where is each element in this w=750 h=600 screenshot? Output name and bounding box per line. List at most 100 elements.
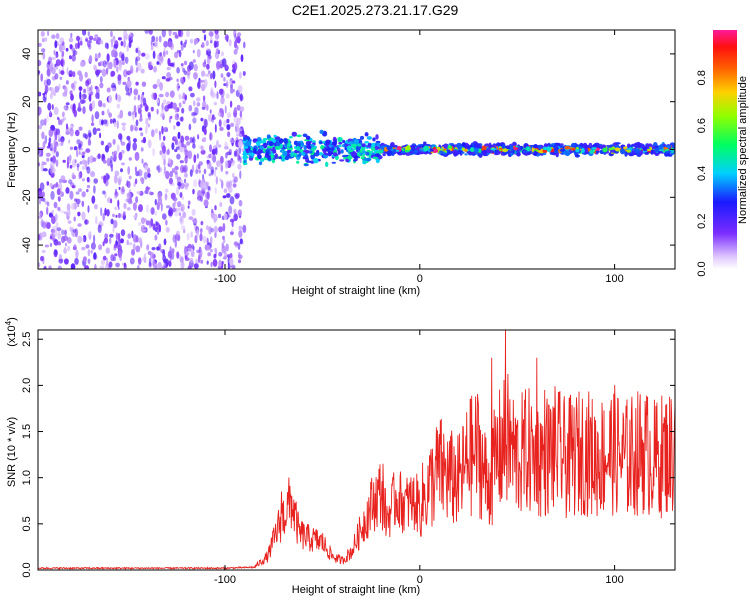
spectrogram-cell (218, 144, 222, 148)
spectrogram-cell (666, 150, 671, 153)
spectrogram-cell (75, 129, 80, 137)
spectrogram-cell (120, 229, 126, 237)
spectrogram-cell (168, 177, 173, 185)
spectrogram-cell (124, 33, 129, 38)
spectrogram-cell (193, 100, 196, 107)
spectrogram-cell (548, 144, 554, 148)
spectrogram-cell (223, 213, 228, 220)
spectrogram-cell (197, 134, 200, 140)
y-tick-label: 0 (21, 146, 33, 152)
spectrogram-cell (38, 146, 41, 155)
spectrogram-cell (163, 40, 169, 48)
spectrogram-cell (206, 260, 209, 265)
spectrogram-cell (38, 142, 41, 147)
spectrogram-cell (49, 242, 53, 247)
spectrogram-cell (57, 196, 61, 202)
spectrogram-cell (112, 225, 115, 234)
spectrogram-cell (60, 210, 65, 214)
spectrogram-cell (210, 87, 214, 94)
spectrogram-cell (164, 188, 169, 193)
spectrogram-cell (177, 141, 181, 148)
spectrogram-cell (319, 129, 324, 134)
spectrogram-cell (161, 108, 165, 117)
spectrogram-cell (82, 236, 85, 243)
spectrogram-cell (75, 191, 80, 195)
spectrogram-cell (259, 145, 264, 150)
spectrogram-cell (365, 151, 370, 156)
spectrogram-cell (147, 123, 150, 128)
spectrogram-cell (211, 148, 216, 155)
spectrogram-cell (106, 209, 110, 217)
spectrogram-cell (392, 147, 396, 150)
spectrogram-cell (193, 263, 199, 269)
spectrogram-cell (176, 251, 180, 259)
spectrogram-cell (187, 243, 192, 249)
spectrogram-panel: -100 0 100 -40 -20 0 20 40 Height of straight … (6, 29, 676, 297)
spectrogram-cell (54, 249, 58, 256)
spectrogram-cell (163, 262, 166, 267)
spectrogram-cell (41, 37, 45, 43)
spectrogram-cell (40, 219, 44, 228)
spectrogram-cell (42, 51, 46, 60)
spectrogram-cell (355, 145, 361, 151)
spectrogram-cell (187, 200, 191, 206)
spectrogram-cell (96, 53, 100, 59)
spectrogram-cell (247, 150, 254, 153)
spectrogram-cell (225, 64, 229, 70)
spectrogram-cell (161, 30, 166, 38)
spectrogram-cell (155, 36, 159, 42)
spectrogram-cell (204, 118, 208, 128)
spectrogram-cell (202, 235, 207, 244)
spectrogram-cell (72, 50, 78, 56)
spectrogram-cell (82, 159, 86, 165)
spectrogram-cell (179, 216, 183, 223)
spectrogram-cell (74, 43, 79, 50)
spectrogram-cell (196, 153, 199, 159)
spectrogram-cell (64, 258, 69, 265)
spectrogram-cell (127, 111, 132, 117)
spectrogram-cell (167, 58, 171, 66)
spectrogram-cell (203, 34, 207, 41)
spectrogram-cell (39, 182, 45, 191)
spectrogram-cell (161, 152, 167, 161)
spectrogram-cell (72, 174, 76, 180)
spectrogram-cell (158, 224, 162, 233)
spectrogram-cell (106, 174, 111, 180)
spectrogram-cell (111, 39, 113, 48)
spectrogram-cell (110, 254, 115, 262)
spectrogram-cell (437, 146, 441, 150)
spectrogram-cell (64, 86, 68, 95)
spectrogram-cell (88, 132, 92, 138)
spectrogram-cell (205, 181, 210, 187)
spectrogram-cell (238, 230, 243, 238)
spectrogram-cell (61, 50, 65, 57)
spectrogram-cell (82, 30, 87, 36)
spectrogram-cell (68, 155, 72, 165)
spectrogram-cell (228, 205, 233, 215)
spectrogram-cell (223, 251, 228, 259)
spectrogram-cell (72, 71, 76, 78)
spectrogram-cell (140, 132, 144, 137)
spectrogram-cell (155, 221, 158, 226)
spectrogram-cell (516, 152, 521, 157)
spectrogram-cell (158, 93, 164, 98)
spectrogram-cell (386, 145, 393, 151)
spectrogram-cell (186, 141, 191, 146)
spectrogram-cell (200, 259, 204, 264)
spectrogram-cell (574, 154, 581, 158)
spectrogram-cell (477, 146, 483, 149)
spectrogram-cell (120, 168, 123, 173)
spectrogram-cell (42, 197, 46, 202)
snr-series-line (38, 330, 675, 570)
spectrogram-cell (154, 234, 158, 241)
spectrogram-cell (210, 166, 215, 174)
spectrogram-cell (150, 40, 153, 47)
spectrogram-cell (113, 220, 118, 229)
spectrogram-cell (136, 62, 142, 72)
spectrogram-cell (56, 116, 60, 120)
spectrogram-cell (58, 258, 64, 264)
spectrogram-cell (244, 162, 248, 165)
spectrogram-cell (168, 30, 172, 37)
spectrogram-cell (126, 79, 132, 88)
spectrogram-cell (602, 147, 608, 153)
